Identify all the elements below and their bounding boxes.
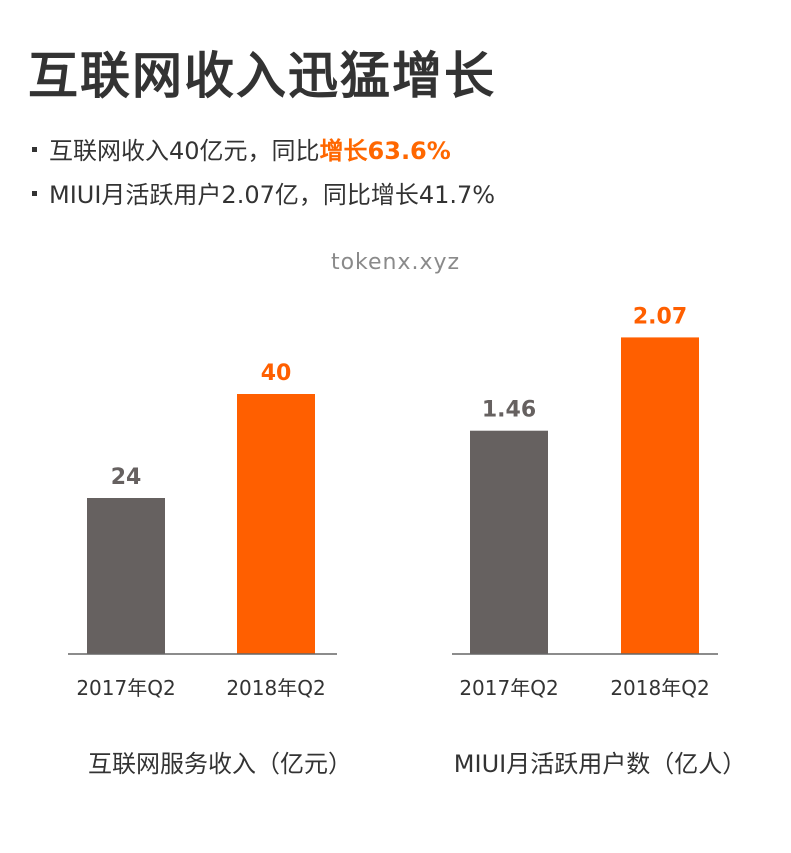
bullet-dot bbox=[32, 190, 37, 196]
category-label-1-2: 2018年Q2 bbox=[226, 676, 325, 700]
category-label-2-2: 2018年Q2 bbox=[610, 676, 709, 700]
bullet-dot bbox=[32, 146, 37, 152]
chart-title-miui: MIUI月活跃用户数（亿人） bbox=[453, 750, 747, 778]
page-title: 互联网收入迅猛增长 bbox=[28, 47, 496, 105]
category-label-1-1: 2017年Q2 bbox=[76, 676, 175, 700]
bullet-miui: MIUI月活跃用户2.07亿，同比增长41.7% bbox=[32, 180, 495, 210]
category-label-2-1: 2017年Q2 bbox=[459, 676, 558, 700]
chart-title-revenue: 互联网服务收入（亿元） bbox=[88, 750, 352, 778]
data-label-1-1: 24 bbox=[111, 465, 142, 490]
data-label-2-2: 2.07 bbox=[633, 304, 687, 329]
bar-1-2 bbox=[237, 394, 315, 654]
bar-2-1 bbox=[470, 430, 548, 654]
data-label-2-1: 1.46 bbox=[482, 398, 536, 423]
bar-1-1 bbox=[87, 498, 165, 654]
bullet-miui-text: MIUI月活跃用户2.07亿，同比增长41.7% bbox=[49, 181, 496, 209]
watermark: tokenx.xyz bbox=[330, 250, 461, 275]
bullet-revenue: 互联网收入40亿元，同比增长63.6% bbox=[32, 136, 451, 166]
bar-2-2 bbox=[621, 337, 699, 654]
bullet-revenue-highlight: 增长63.6% bbox=[319, 137, 451, 165]
data-label-1-2: 40 bbox=[261, 361, 292, 386]
bullet-revenue-text: 互联网收入40亿元，同比 bbox=[49, 137, 320, 165]
